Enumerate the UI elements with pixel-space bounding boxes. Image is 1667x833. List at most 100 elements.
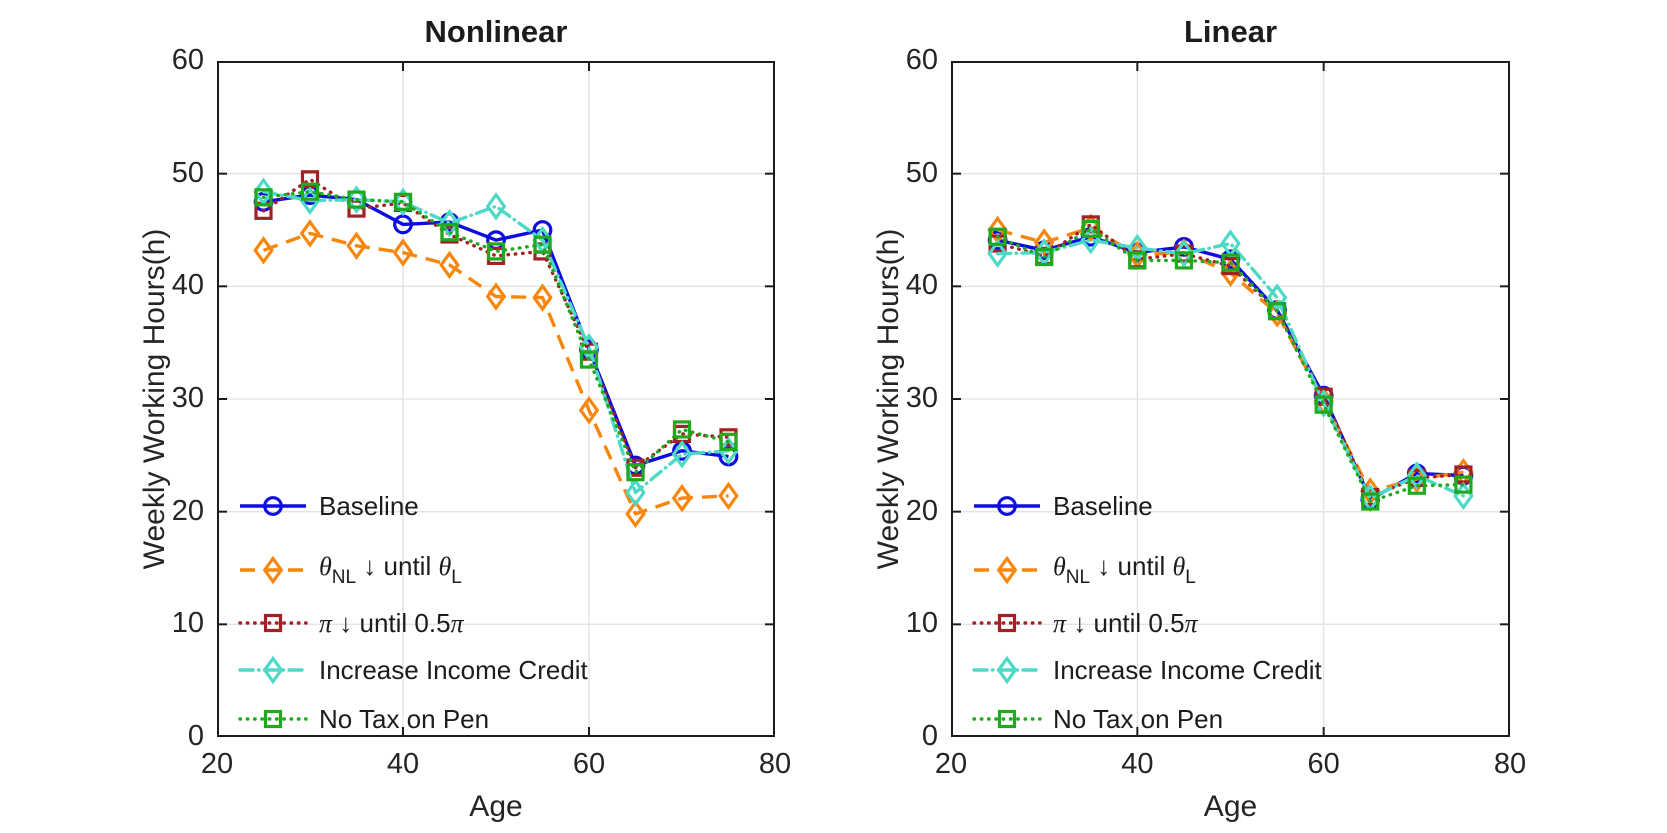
legend-label: π ↓ until 0.5π [319, 607, 464, 638]
square-marker [1081, 215, 1100, 234]
series-line-4 [995, 227, 1466, 504]
series-line-0 [263, 193, 729, 468]
diamond-marker [1266, 299, 1288, 328]
square-marker [1407, 468, 1426, 487]
square-marker [263, 709, 283, 729]
diamond-marker [485, 192, 507, 221]
diamond-marker [439, 209, 460, 238]
circle-marker [672, 440, 692, 461]
x-tick-label: 40 [1121, 748, 1154, 780]
diamond-marker [1080, 213, 1102, 242]
square-marker [1454, 465, 1473, 484]
square-marker [347, 190, 366, 209]
series-line-2 [261, 177, 731, 470]
diamond-marker [1406, 464, 1428, 494]
series-line-4 [261, 190, 731, 474]
y-tick-label: 50 [905, 156, 938, 189]
square-marker [997, 613, 1017, 633]
legend-label: π ↓ until 0.5π [1053, 607, 1198, 638]
circle-marker [579, 339, 599, 360]
circle-marker [393, 214, 413, 235]
square-marker [1407, 476, 1426, 495]
diamond-marker [1173, 239, 1195, 268]
square-marker [719, 432, 738, 451]
x-tick-label: 40 [386, 748, 420, 780]
square-marker [626, 458, 645, 477]
legend-label: No Tax on Pen [319, 703, 490, 734]
y-tick-label: 40 [905, 269, 938, 302]
circle-marker [439, 212, 460, 233]
diamond-marker [439, 250, 460, 280]
square-marker [1267, 302, 1287, 321]
diamond-marker [1127, 240, 1148, 270]
square-marker [997, 709, 1017, 729]
diamond-marker [987, 239, 1008, 268]
diamond-marker [262, 555, 284, 585]
square-marker [393, 192, 413, 211]
circle-marker [1313, 385, 1334, 406]
square-marker [579, 350, 599, 369]
panel-title: Nonlinear [424, 14, 568, 49]
square-marker [672, 424, 692, 444]
square-marker [1081, 219, 1100, 238]
diamond-marker [1033, 228, 1055, 257]
circle-marker [263, 496, 283, 516]
diamond-marker [996, 655, 1018, 685]
circle-marker [1453, 465, 1474, 486]
plot-area-nonlinear [217, 61, 775, 737]
circle-marker [1127, 242, 1148, 263]
diamond-marker [1359, 483, 1381, 513]
x-axis-label: Age [469, 790, 523, 823]
legend-swatch [238, 655, 308, 685]
diamond-marker [485, 282, 507, 311]
circle-marker [718, 446, 739, 467]
diamond-marker [1313, 387, 1334, 416]
plot-area-linear [951, 61, 1510, 737]
x-tick-label: 80 [1493, 748, 1527, 780]
diamond-marker [718, 481, 739, 511]
diamond-marker [1313, 389, 1334, 418]
diamond-marker [625, 478, 646, 507]
diamond-marker [262, 655, 284, 685]
diamond-marker [1220, 258, 1241, 288]
circle-marker [1174, 236, 1194, 257]
square-marker [1221, 256, 1240, 276]
diamond-marker [1033, 238, 1055, 267]
legend-swatch [240, 555, 306, 585]
panel-title: Linear [1183, 14, 1278, 49]
diamond-marker [718, 436, 739, 466]
square-marker [1361, 487, 1380, 507]
x-axis-label: Age [1203, 790, 1258, 823]
diamond-marker [1127, 233, 1148, 263]
y-tick-label: 30 [905, 382, 938, 414]
circle-marker [1034, 240, 1055, 261]
legend-item: θNL ↓ until θL [238, 551, 462, 588]
legend-label: Baseline [1053, 490, 1153, 521]
square-marker [533, 242, 552, 261]
square-marker [1035, 247, 1054, 267]
series-line-1 [997, 226, 1464, 494]
diamond-marker [1453, 481, 1474, 511]
square-marker [1128, 250, 1147, 269]
diamond-marker [625, 499, 646, 529]
square-marker [254, 188, 273, 207]
y-tick-label: 10 [171, 607, 204, 640]
legend-item: No Tax on Pen [238, 701, 489, 737]
square-marker [579, 342, 599, 361]
legend-label: Baseline [319, 490, 419, 521]
square-marker [1035, 246, 1054, 266]
diamond-marker [1359, 477, 1381, 506]
diamond-marker [1406, 461, 1428, 490]
circle-marker [625, 455, 646, 476]
square-marker [988, 234, 1007, 253]
square-marker [300, 182, 320, 201]
x-tick-label: 20 [934, 748, 968, 780]
y-axis-label: Weekly Working Hours(h) [872, 228, 905, 570]
x-tick-label: 60 [572, 748, 606, 780]
legend-item: Baseline [238, 488, 419, 524]
circle-marker [486, 230, 506, 251]
y-tick-label: 10 [905, 607, 938, 640]
y-tick-label: 20 [171, 494, 204, 527]
y-axis-label: Weekly Working Hours(h) [138, 228, 171, 570]
